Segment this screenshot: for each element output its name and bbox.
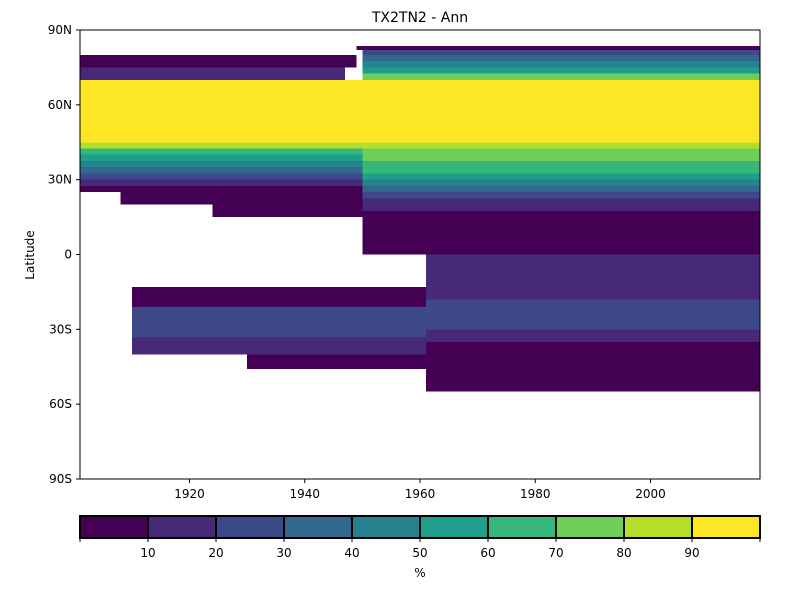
colorbar-swatch [351, 515, 421, 539]
colorbar-swatch [215, 515, 285, 539]
x-tick-label: 2000 [635, 487, 666, 501]
heatmap-cell [131, 306, 426, 337]
heatmap-cell [425, 279, 760, 300]
colorbar-tick-label: 30 [276, 546, 291, 560]
x-tick-label: 1960 [405, 487, 436, 501]
colorbar-swatch [487, 515, 557, 539]
heatmap-cell [80, 173, 363, 180]
colorbar-label: % [414, 566, 425, 580]
heatmap-cells [80, 46, 760, 392]
plot-area: 1920 1940 1960 1980 2000 90N 60N 30N 0 30S 60S 90S [48, 23, 761, 501]
heatmap-cell [362, 223, 760, 255]
y-tick-label: 60N [48, 98, 72, 112]
heatmap-cell [425, 299, 760, 330]
colorbar-tick-label: 10 [140, 546, 155, 560]
heatmap-cell [362, 54, 760, 62]
heatmap-cell [80, 54, 357, 68]
heatmap-cell [212, 204, 363, 218]
chart-title: TX2TN2 - Ann [371, 10, 468, 26]
heatmap-cell [247, 354, 426, 370]
colorbar-swatch [419, 515, 489, 539]
heatmap-cell [362, 148, 760, 161]
y-tick-label: 0 [64, 248, 72, 262]
y-tick-label: 30S [49, 322, 72, 336]
colorbar-swatch [147, 515, 217, 539]
heatmap-cell [362, 185, 760, 193]
heatmap-cell [362, 73, 760, 80]
colorbar-swatches [79, 515, 761, 539]
heatmap-cell [362, 198, 760, 211]
colorbar-swatch [283, 515, 353, 539]
heatmap-cell [80, 167, 363, 174]
colorbar-tick-label: 90 [684, 546, 699, 560]
heatmap-cell [80, 148, 363, 155]
colorbar-swatch [691, 515, 761, 539]
colorbar-swatch [555, 515, 625, 539]
heatmap-cell [425, 341, 760, 392]
y-axis-ticks: 90N 60N 30N 0 30S 60S 90S [48, 23, 80, 486]
x-tick-label: 1980 [520, 487, 551, 501]
colorbar-tick-label: 40 [344, 546, 359, 560]
heatmap-cell [131, 286, 426, 307]
heatmap-cell [362, 192, 760, 199]
heatmap-cell [362, 61, 760, 68]
heatmap-cell [131, 336, 426, 355]
colorbar-tick-label: 70 [548, 546, 563, 560]
colorbar: 10 20 30 40 50 60 70 80 90 % [79, 515, 761, 580]
heatmap-cell [362, 142, 760, 149]
heatmap-cell [80, 154, 363, 161]
y-tick-label: 90N [48, 23, 72, 37]
heatmap-cell [362, 67, 760, 74]
x-tick-label: 1920 [174, 487, 205, 501]
heatmap-cell [120, 192, 363, 205]
heatmap-cell [80, 179, 363, 186]
colorbar-tick-label: 50 [412, 546, 427, 560]
y-tick-label: 30N [48, 173, 72, 187]
heatmap-cell [425, 329, 760, 342]
heatmap-cell [80, 79, 760, 143]
heatmap-cell [80, 67, 346, 80]
x-tick-label: 1940 [289, 487, 320, 501]
heatmap-cell [362, 210, 760, 224]
heatmap-cell [362, 160, 760, 174]
colorbar-swatch [623, 515, 693, 539]
y-axis-label: Latitude [23, 230, 37, 279]
heatmap-cell [80, 142, 363, 149]
heatmap-cell [425, 254, 760, 280]
colorbar-tick-label: 80 [616, 546, 631, 560]
heatmap-cell [356, 46, 760, 50]
colorbar-ticks: 10 20 30 40 50 60 70 80 90 [79, 538, 761, 560]
y-tick-label: 60S [49, 397, 72, 411]
y-tick-label: 90S [49, 472, 72, 486]
heatmap-cell [362, 179, 760, 186]
heatmap-cell [80, 185, 363, 193]
x-axis-ticks: 1920 1940 1960 1980 2000 [174, 479, 666, 501]
colorbar-tick-label: 60 [480, 546, 495, 560]
colorbar-tick-label: 20 [208, 546, 223, 560]
heatmap-cell [362, 49, 760, 55]
heatmap-cell [80, 160, 363, 168]
heatmap-cell [362, 173, 760, 180]
colorbar-swatch [79, 515, 149, 539]
